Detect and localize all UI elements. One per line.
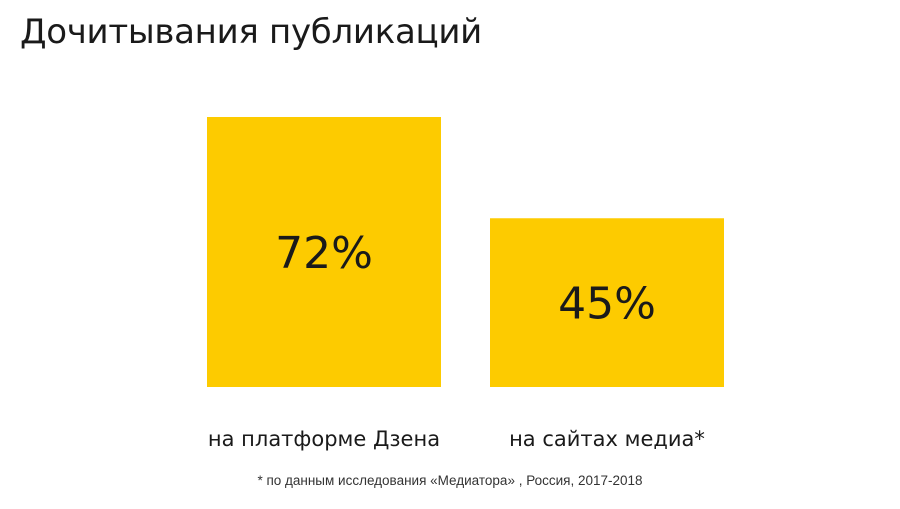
category-label-1: на платформе Дзена [208, 427, 440, 451]
bar-2 [490, 218, 724, 387]
page-title: Дочитывания публикаций [20, 12, 482, 52]
footnote: * по данным исследования «Медиатора» , Р… [257, 473, 643, 488]
bar-value-label-1: 72% [275, 228, 373, 279]
bar-1 [207, 117, 441, 387]
bar-value-label-2: 45% [558, 279, 656, 330]
category-label-2: на сайтах медиа* [509, 427, 705, 451]
